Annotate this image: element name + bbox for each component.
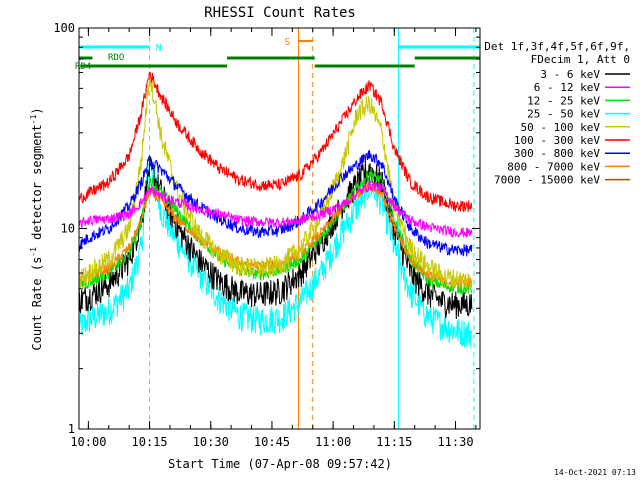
series-line-100-300keV [78,70,473,213]
y-axis-title-part: Count Rate (s [30,257,44,351]
legend-label: 12 - 25 keV [527,94,600,107]
legend-label: 800 - 7000 keV [507,160,600,173]
legend-label: 100 - 300 keV [514,134,600,147]
plot-area: N S RDO RD4 [75,28,480,429]
x-tick-label: 11:00 [315,435,351,449]
legend-label: 7000 - 15000 keV [494,174,600,187]
legend-label: 3 - 6 keV [540,68,600,81]
x-axis-title: Start Time (07-Apr-08 09:57:42) [168,457,392,471]
flag-label-N: N [156,43,162,54]
x-axis: 10:00 10:15 10:30 10:45 11:00 11:15 11:30 [70,28,477,449]
x-tick-label: 10:45 [254,435,290,449]
flag-label-RDO: RDO [108,53,124,63]
y-axis-title-exponent: -1 [29,247,38,257]
x-tick-label: 10:00 [70,435,106,449]
y-tick-label: 100 [53,21,75,35]
series-line-50-100keV [78,76,473,290]
x-tick-label: 11:30 [437,435,473,449]
legend-label: 300 - 800 keV [514,147,600,160]
x-tick-label: 10:15 [132,435,168,449]
series-line-300-800keV [78,149,473,257]
y-tick-label: 10 [61,222,75,236]
legend-label: 50 - 100 keV [521,121,601,134]
flag-label-RD4: RD4 [75,62,91,72]
legend-header-detectors: Det 1f,3f,4f,5f,6f,9f, [484,40,630,53]
y-axis: 1 10 100 [53,21,480,436]
legend-label: 6 - 12 keV [534,81,601,94]
x-tick-label: 11:15 [376,435,412,449]
flag-label-S: S [284,37,290,48]
legend-label: 25 - 50 keV [527,108,600,121]
footer-timestamp: 14-Oct-2021 07:13 [554,468,636,477]
y-tick-label: 1 [68,422,75,436]
chart-title: RHESSI Count Rates [204,5,356,21]
y-axis-title-exponent: -1 [29,114,38,124]
legend-header-decimation: FDecim 1, Att 0 [531,53,630,66]
x-tick-label: 10:30 [193,435,229,449]
y-axis-title: Count Rate (s-1 detector segment-1) [29,107,44,350]
series-line-6-12keV [78,180,473,239]
legend: Det 1f,3f,4f,5f,6f,9f, FDecim 1, Att 0 3… [484,40,630,187]
y-axis-title-part: ) [30,107,44,114]
y-axis-title-part: detector segment [30,124,44,247]
series-line-3-6keV [78,155,473,320]
